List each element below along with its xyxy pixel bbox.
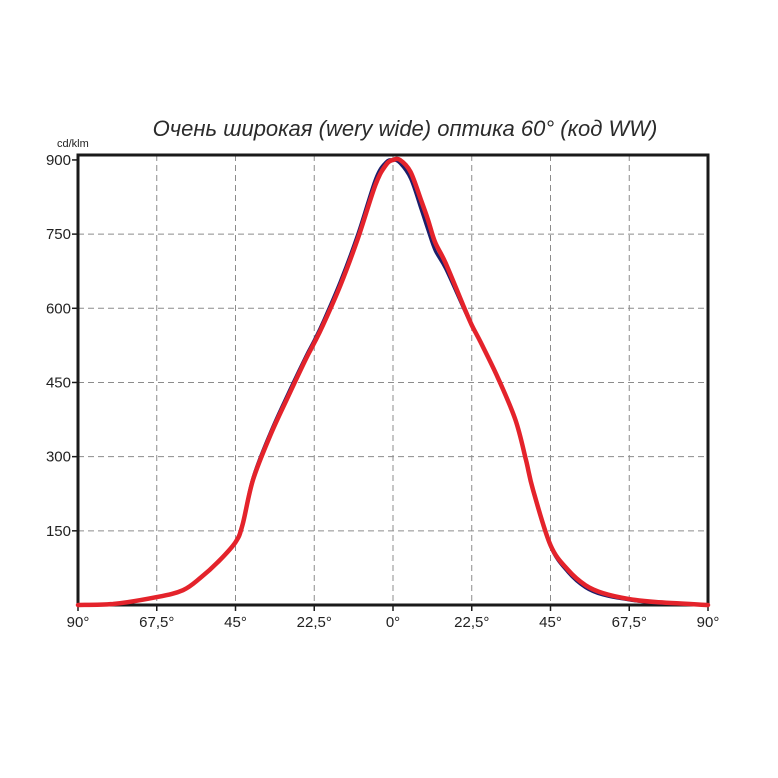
y-tick-label: 750: [46, 226, 71, 243]
y-tick-label: 600: [46, 300, 71, 317]
y-tick-label: 900: [46, 152, 71, 169]
gridlines: [78, 155, 708, 605]
x-tick-label: 22,5°: [297, 614, 332, 631]
series-line-2: [75, 156, 711, 608]
x-tick-label: 45°: [224, 614, 247, 631]
x-tick-label: 67,5°: [612, 614, 647, 631]
series-lines: [75, 156, 711, 608]
x-tick-label: 22,5°: [454, 614, 489, 631]
x-tick-label: 90°: [67, 614, 90, 631]
x-tick-label: 90°: [697, 614, 720, 631]
y-axis-unit-label: cd/klm: [57, 138, 89, 150]
x-tick-label: 0°: [386, 614, 400, 631]
x-tick-label: 67,5°: [139, 614, 174, 631]
y-tick-label: 300: [46, 449, 71, 466]
x-tick-label: 45°: [539, 614, 562, 631]
tick-labels: 150 300 450 600 750 900 90° 67,5° 45° 22,5° 0° 22,5…: [46, 152, 719, 631]
chart-title: Очень широкая (wery wide) оптика 60° (ко…: [153, 116, 658, 141]
y-tick-label: 450: [46, 374, 71, 391]
y-tick-label: 150: [46, 523, 71, 540]
plot-frame: [76, 153, 710, 607]
